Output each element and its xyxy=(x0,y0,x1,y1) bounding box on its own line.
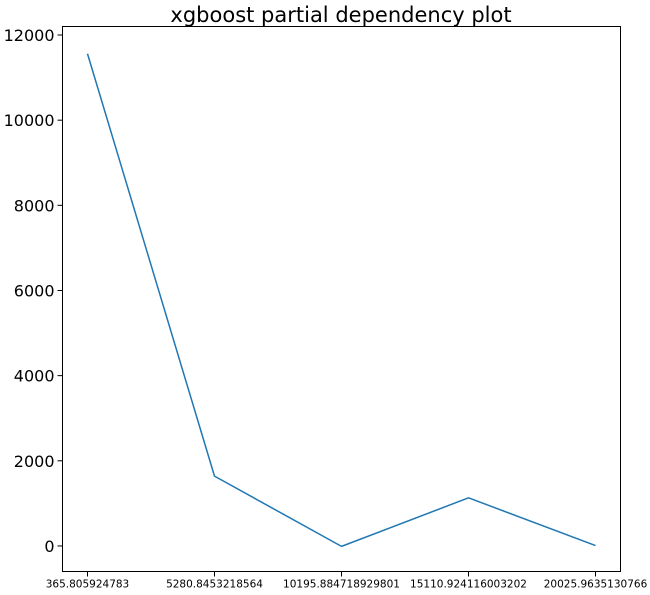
y-tick-label: 8000 xyxy=(14,196,55,215)
x-tick-label: 15110.924116003202 xyxy=(410,579,527,591)
y-tick-label: 0 xyxy=(44,537,54,556)
y-tick-label: 12000 xyxy=(4,26,55,45)
x-tick-label: 10195.884718929801 xyxy=(283,579,400,591)
chart-title: xgboost partial dependency plot xyxy=(170,3,511,27)
y-tick-label: 10000 xyxy=(4,111,55,130)
x-tick-label: 20025.9635130766 xyxy=(544,579,648,591)
y-axis: 0 2000 4000 6000 8000 10000 12000 xyxy=(4,26,63,556)
x-axis: 365.805924783 5280.8453218564 10195.884718… xyxy=(46,571,648,591)
x-tick-label: 365.805924783 xyxy=(46,579,130,591)
series-group xyxy=(86,53,596,548)
y-tick-label: 2000 xyxy=(14,452,55,471)
x-tick-label: 5280.8453218564 xyxy=(166,579,263,591)
series-line xyxy=(86,53,596,548)
y-tick-label: 6000 xyxy=(14,281,55,300)
plot-frame xyxy=(62,26,621,572)
y-tick-label: 4000 xyxy=(14,367,55,386)
